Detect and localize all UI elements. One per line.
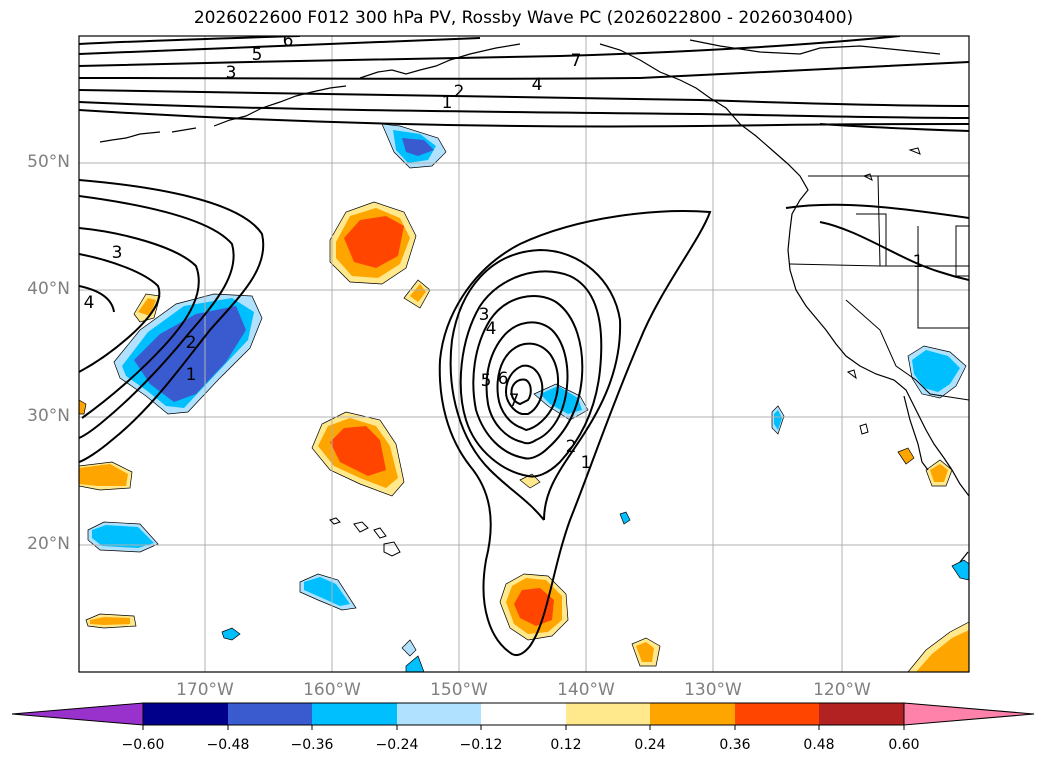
- contour-label: 2: [186, 333, 197, 353]
- colorbar-tick-label: 0.12: [550, 737, 582, 753]
- colorbar-segment: [566, 703, 650, 725]
- lon-label: 170°W: [176, 680, 234, 700]
- contour-label: 2: [454, 82, 465, 102]
- lat-label: 50°N: [27, 152, 70, 172]
- contour-labels: 6 5 3 7 4 2 1 3 4 2 1 3 4 5 6 7 2 1 1: [84, 31, 924, 473]
- lon-label: 130°W: [684, 680, 742, 700]
- contour-label: 3: [112, 243, 123, 263]
- contour-label: 2: [566, 437, 577, 457]
- colorbar-tick-label: −0.12: [459, 737, 503, 753]
- colorbar-tick-label: −0.48: [206, 737, 250, 753]
- contour-label: 4: [486, 319, 497, 339]
- lat-label: 20°N: [27, 534, 70, 554]
- contour-label: 1: [186, 365, 197, 385]
- colorbar-tick-label: 0.36: [719, 737, 751, 753]
- lat-label: 30°N: [27, 406, 70, 426]
- colorbar-segment: [650, 703, 735, 725]
- lon-label: 150°W: [430, 680, 488, 700]
- colorbar-segment: [143, 703, 228, 725]
- colorbar-tick-label: −0.36: [290, 737, 334, 753]
- contour-label: 7: [571, 51, 582, 71]
- contour-label: 5: [252, 45, 263, 65]
- colorbar-extend-high: [903, 702, 1035, 726]
- pv-contours: [79, 36, 969, 656]
- colorbar: [11, 702, 1035, 730]
- lon-label: 140°W: [557, 680, 615, 700]
- colorbar-segment: [735, 703, 819, 725]
- graticule: [79, 36, 969, 672]
- coastlines: [99, 39, 969, 563]
- contour-label: 6: [283, 31, 294, 51]
- lon-label: 160°W: [303, 680, 361, 700]
- contour-label: 1: [581, 453, 592, 473]
- colorbar-tick-label: 0.48: [803, 737, 835, 753]
- contour-label: 3: [479, 305, 490, 325]
- lon-label: 120°W: [813, 680, 871, 700]
- colorbar-segment: [228, 703, 312, 725]
- colorbar-tick-label: 0.24: [634, 737, 666, 753]
- map-content: 6 5 3 7 4 2 1 3 4 2 1 3 4 5 6 7 2 1 1: [79, 31, 969, 672]
- colorbar-tick-label: −0.60: [121, 737, 165, 753]
- map-title: 2026022600 F012 300 hPa PV, Rossby Wave …: [193, 8, 854, 28]
- colorbar-segment: [819, 703, 904, 725]
- colorbar-extend-low: [11, 702, 144, 726]
- colorbar-segment: [312, 703, 397, 725]
- colorbar-tick-label: −0.24: [375, 737, 419, 753]
- contour-label: 7: [509, 391, 520, 411]
- contour-label: 1: [442, 93, 453, 113]
- contour-label: 6: [498, 369, 509, 389]
- map-frame: [78, 35, 970, 673]
- islands: [329, 147, 921, 557]
- contour-label: 5: [481, 371, 492, 391]
- lat-label: 40°N: [27, 279, 70, 299]
- contour-label: 3: [226, 63, 237, 83]
- contour-label: 4: [84, 293, 95, 313]
- contour-label: 4: [532, 75, 543, 95]
- borders: [789, 175, 969, 401]
- colorbar-segment: [481, 703, 566, 725]
- colorbar-tick-label: 0.60: [888, 737, 920, 753]
- colorbar-segment: [397, 703, 481, 725]
